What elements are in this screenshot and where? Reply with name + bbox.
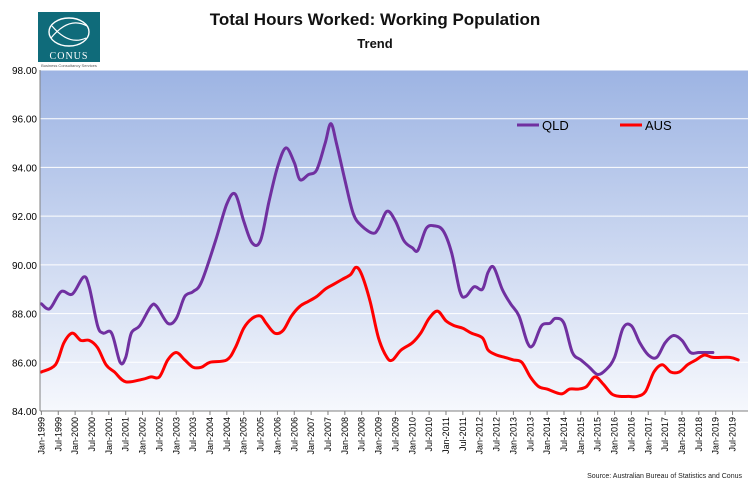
x-tick-label: Jan-2003 (171, 417, 181, 455)
x-tick-label: Jul-2015 (593, 417, 603, 452)
series-line-qld (39, 122, 715, 377)
x-tick-label: Jul-2005 (256, 417, 266, 452)
y-tick-label: 92.00 (12, 212, 37, 223)
plot-area (40, 70, 748, 411)
source-note: Source: Australian Bureau of Statistics … (587, 473, 742, 480)
x-tick-label: Jul-2008 (357, 417, 367, 452)
y-tick-label: 84.00 (12, 407, 37, 418)
x-tick-label: Jul-1999 (53, 417, 63, 452)
series-line-aus (39, 265, 740, 399)
x-tick-label: Jan-2016 (610, 417, 620, 455)
x-tick-label: Jul-2017 (660, 417, 670, 452)
x-tick-label: Jan-2010 (407, 417, 417, 455)
x-tick-label: Jan-2013 (508, 417, 518, 455)
y-tick-label: 96.00 (12, 115, 37, 126)
x-tick-label: Jan-2018 (677, 417, 687, 455)
conus-logo: CONUS Business Consultancy Services (38, 12, 100, 68)
x-tick-label: Jan-2014 (542, 417, 552, 455)
x-tick-label: Jan-2000 (70, 417, 80, 455)
logo-wordmark: CONUS (38, 52, 100, 62)
chart-subtitle: Trend (357, 36, 393, 51)
x-tick-label: Jan-2007 (306, 417, 316, 455)
legend-label-aus: AUS (645, 118, 672, 133)
x-tick-label: Jul-2007 (323, 417, 333, 452)
x-tick-label: Jan-2009 (374, 417, 384, 455)
x-tick-label: Jan-2011 (441, 417, 451, 454)
x-tick-label: Jul-2009 (390, 417, 400, 452)
x-tick-label: Jul-2014 (559, 417, 569, 452)
x-tick-label: Jan-2006 (272, 417, 282, 455)
x-tick-label: Jul-2001 (121, 417, 131, 452)
x-tick-label: Jan-2015 (576, 417, 586, 455)
y-tick-label: 88.00 (12, 310, 37, 321)
x-tick-label: Jul-2011 (458, 417, 468, 451)
x-tick-label: Jul-2013 (525, 417, 535, 452)
x-tick-label: Jul-2002 (154, 417, 164, 452)
x-tick-label: Jul-2016 (626, 417, 636, 452)
x-tick-label: Jan-2008 (340, 417, 350, 455)
x-tick-label: Jan-2002 (138, 417, 148, 455)
x-tick-label: Jul-2004 (222, 417, 232, 452)
x-tick-label: Jan-2001 (104, 417, 114, 455)
x-tick-label: Jul-2000 (87, 417, 97, 452)
legend-label-qld: QLD (542, 118, 569, 133)
x-tick-label: Jul-2018 (694, 417, 704, 452)
y-tick-label: 98.00 (12, 66, 37, 77)
x-tick-label: Jan-2012 (475, 417, 485, 455)
x-tick-label: Jan-2017 (643, 417, 653, 455)
x-tick-label: Jul-2012 (492, 417, 502, 452)
x-tick-label: Jan-2019 (711, 417, 721, 455)
conus-logo-emblem-icon (38, 12, 100, 52)
x-tick-label: Jul-2006 (289, 417, 299, 452)
logo-tagline: Business Consultancy Services (41, 63, 97, 68)
x-tick-label: Jul-2019 (728, 417, 738, 452)
y-tick-label: 86.00 (12, 358, 37, 369)
x-tick-label: Jul-2003 (188, 417, 198, 452)
x-tick-label: Jul-2010 (424, 417, 434, 452)
y-tick-label: 94.00 (12, 163, 37, 174)
x-tick-label: Jan-1999 (36, 417, 46, 455)
y-tick-label: 90.00 (12, 261, 37, 272)
chart-title: Total Hours Worked: Working Population (209, 10, 541, 29)
x-tick-label: Jan-2005 (239, 417, 249, 455)
x-tick-label: Jan-2004 (205, 417, 215, 455)
